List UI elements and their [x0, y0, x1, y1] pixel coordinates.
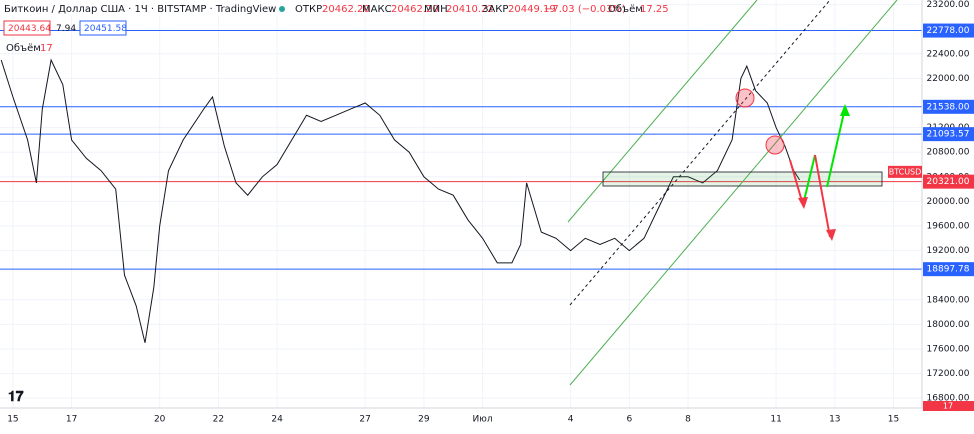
- x-tick-label: 15: [7, 415, 18, 425]
- y-tick-label: 17600.00: [927, 344, 970, 354]
- y-tick-label: 20800.00: [927, 148, 970, 158]
- x-tick-label: 17: [66, 415, 77, 425]
- y-tick-label: 22400.00: [927, 49, 970, 59]
- level-tag: [923, 174, 974, 189]
- bid: 20443.64: [8, 24, 51, 34]
- y-tick-label: 16800.00: [927, 394, 970, 404]
- trend-line: [569, 0, 831, 306]
- volume-tag-bg: [923, 401, 974, 411]
- arrow-head: [798, 197, 808, 209]
- level-label: 20321.00: [927, 177, 970, 187]
- y-tick-label: 23200.00: [927, 0, 970, 10]
- plot: [0, 30, 922, 343]
- y-tick-label: 17200.00: [927, 369, 970, 379]
- volume-label: Объём: [6, 43, 41, 54]
- arrow-head: [840, 104, 850, 116]
- level-tag: [923, 99, 974, 114]
- x-tick-label: 15: [888, 415, 899, 425]
- value: 20449.19: [508, 4, 556, 15]
- channel-line: [567, 0, 758, 223]
- x-tick-label: 24: [271, 415, 283, 425]
- x-tick-label: 27: [359, 415, 370, 425]
- ask-box[interactable]: [79, 20, 127, 36]
- change: −7.03 (−0.03%): [544, 4, 626, 15]
- y-tick-label: 18400.00: [927, 295, 970, 305]
- level-label: 18897.78: [927, 265, 970, 275]
- symbol-tag-bg: [888, 165, 922, 178]
- header: Биткоин / Доллар США · 1Ч · BITSTAMP · T…: [0, 0, 669, 54]
- x-tick-label: 6: [626, 415, 632, 425]
- value: 20462.20: [322, 4, 370, 15]
- label: ОТКР: [295, 4, 322, 15]
- x-tick-label: 29: [418, 415, 430, 425]
- symbol-tag: BTCUSD: [889, 167, 922, 176]
- level-label: 21538.00: [927, 102, 970, 112]
- level-tag: [923, 127, 974, 142]
- logo: 𝟏𝟕: [8, 389, 24, 405]
- y-tick-label: 19200.00: [927, 246, 970, 256]
- arrow: [826, 107, 846, 188]
- value: 20410.22: [446, 4, 494, 15]
- level-label: 22778.00: [927, 26, 970, 36]
- x-tick-label: 20: [154, 415, 166, 425]
- label: МАКС: [362, 4, 392, 15]
- arrow: [814, 154, 831, 238]
- price-line: [0, 58, 801, 343]
- x-tick-label: 4: [568, 415, 574, 425]
- level-tag: [923, 23, 974, 38]
- y-tick-label: 22000.00: [927, 74, 970, 84]
- label: МИН: [424, 4, 448, 15]
- y-tick-label: 19600.00: [927, 221, 970, 231]
- grid: [0, 0, 922, 408]
- x-tick-label: 11: [770, 415, 781, 425]
- level-tag: [923, 262, 974, 277]
- arrow: [789, 159, 804, 206]
- x-tick-label: 8: [685, 415, 691, 425]
- axes: 23200.0022400.0022000.0021200.0020800.00…: [7, 0, 974, 425]
- label: Объём: [608, 4, 643, 15]
- spread: 7.94: [56, 24, 76, 34]
- marker: [765, 135, 785, 155]
- level-label: 21093.57: [927, 130, 970, 140]
- drawings: [567, 0, 898, 386]
- volume-value: 17: [40, 43, 53, 54]
- symbol: Биткоин / Доллар США · 1Ч · BITSTAMP · T…: [4, 4, 276, 15]
- bid-box[interactable]: [3, 20, 51, 36]
- ask: 20451.58: [84, 24, 127, 34]
- value: 17.25: [640, 4, 669, 15]
- value: 20462.20: [391, 4, 439, 15]
- x-tick-label: 22: [213, 415, 224, 425]
- header-bg: [0, 0, 650, 16]
- arrow: [802, 154, 816, 206]
- x-tick-label: Июл: [473, 415, 493, 425]
- volume-tag: 17: [943, 402, 953, 411]
- marker: [735, 88, 755, 108]
- status-dot: [279, 6, 285, 12]
- y-tick-label: 20000.00: [927, 197, 970, 207]
- x-tick-label: 13: [829, 415, 840, 425]
- label: ЗАКР: [482, 4, 508, 15]
- zone: [602, 171, 883, 187]
- arrow-head: [826, 229, 836, 241]
- y-tick-label: 18000.00: [927, 320, 970, 330]
- price-axis: [922, 0, 974, 430]
- channel-line: [569, 0, 898, 386]
